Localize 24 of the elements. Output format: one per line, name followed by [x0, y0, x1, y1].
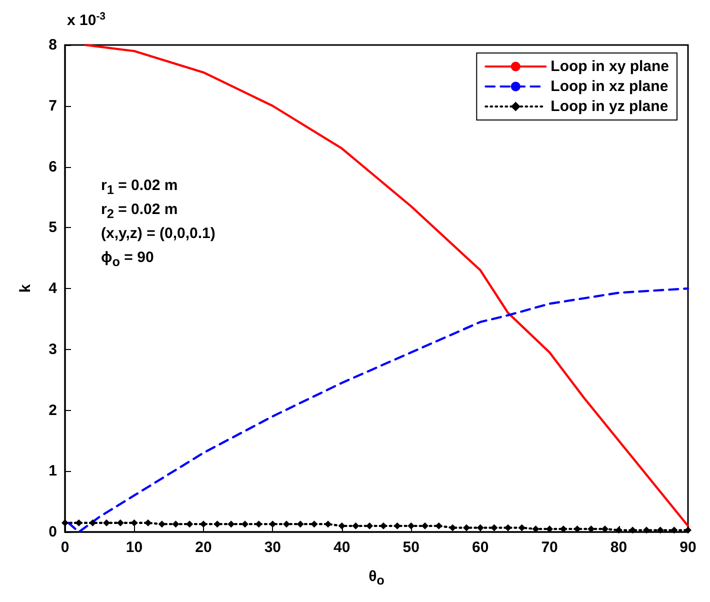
y-tick-label: 5: [48, 219, 57, 236]
x-tick-label: 30: [264, 539, 282, 556]
x-tick-label: 10: [126, 539, 143, 556]
x-tick-label: 0: [60, 539, 70, 556]
y-axis-title: k: [17, 284, 34, 293]
legend-label: Loop in yz plane: [550, 98, 668, 115]
y-tick-label: 4: [48, 280, 58, 297]
annotation: (x,y,z) = (0,0,0.1): [101, 225, 216, 242]
y-tick-label: 1: [48, 462, 57, 480]
y-tick-label: 3: [48, 340, 57, 358]
x-tick-label: 60: [472, 539, 489, 556]
x-tick-label: 40: [334, 539, 350, 556]
x-tick-label: 70: [541, 539, 558, 556]
x-tick-label: 50: [402, 539, 420, 556]
y-tick-label: 8: [48, 36, 57, 54]
x-tick-label: 20: [195, 539, 212, 556]
y-tick-label: 0: [48, 524, 57, 540]
x-tick-label: 80: [610, 539, 628, 556]
x-tick-label: 90: [680, 539, 696, 556]
y-tick-label: 6: [48, 158, 57, 176]
y-tick-label: 7: [48, 97, 57, 114]
legend-label: Loop in xy plane: [550, 58, 670, 75]
legend-label: Loop in xz plane: [550, 78, 668, 95]
y-tick-label: 2: [48, 402, 57, 419]
